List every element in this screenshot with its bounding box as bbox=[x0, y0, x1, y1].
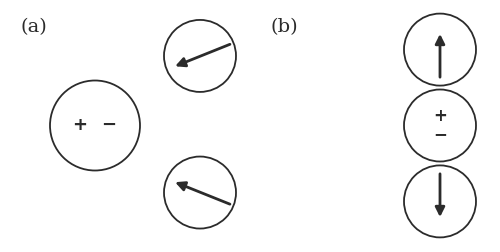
Text: −: − bbox=[433, 124, 447, 142]
Text: +: + bbox=[433, 107, 447, 125]
Text: (b): (b) bbox=[270, 18, 297, 36]
Text: −: − bbox=[102, 116, 116, 134]
Text: (a): (a) bbox=[20, 18, 47, 36]
Text: +: + bbox=[72, 116, 88, 134]
